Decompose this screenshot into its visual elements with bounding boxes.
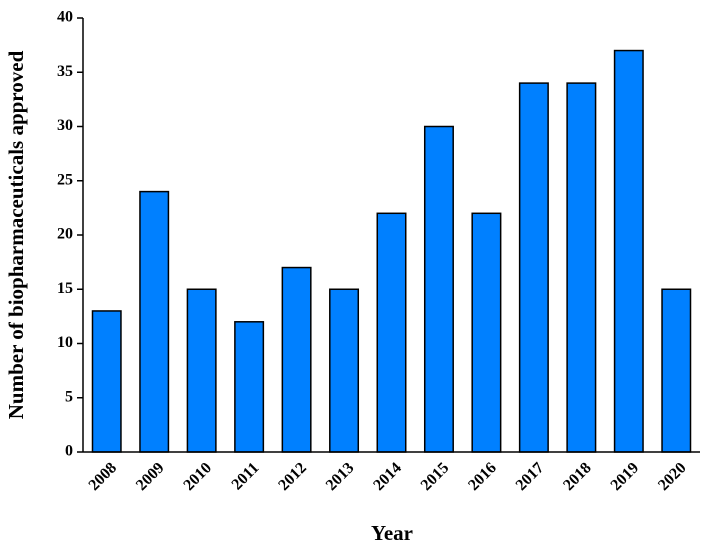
x-tick-label: 2008 [86,459,121,494]
bar [234,321,265,453]
x-tick-label: 2014 [370,459,405,494]
x-tick-label: 2009 [133,459,168,494]
x-tick-label: 2020 [655,459,690,494]
bar [423,125,454,453]
x-tick-label: 2019 [608,459,643,494]
x-tick-label: 2016 [465,459,500,494]
y-tick-label: 25 [57,171,73,188]
y-tick-label: 10 [57,334,73,351]
bar [471,212,502,453]
x-axis-title: Year [371,521,413,545]
y-axis-title: Number of biopharmaceuticals approved [4,50,28,419]
bar [139,190,170,453]
y-tick-label: 40 [57,9,73,26]
bar [281,266,312,453]
y-tick-label: 5 [65,388,73,405]
bar [329,288,360,453]
bar [613,49,644,453]
x-tick-label: 2015 [418,459,453,494]
bar [661,288,692,453]
bar [91,310,122,453]
y-tick-label: 30 [57,117,73,134]
x-tick-label: 2012 [275,459,310,494]
x-tick-label: 2018 [560,459,595,494]
x-tick-label: 2011 [229,459,263,493]
x-tick-label: 2010 [180,459,215,494]
x-tick-label: 2013 [323,459,358,494]
y-tick-label: 15 [57,280,73,297]
y-tick-label: 20 [57,226,73,243]
y-tick-label: 35 [57,63,73,80]
bar [186,288,217,453]
y-tick-label: 0 [65,443,73,460]
bar [566,82,597,453]
bar [376,212,407,453]
bar [518,82,549,453]
x-tick-label: 2017 [513,459,548,494]
